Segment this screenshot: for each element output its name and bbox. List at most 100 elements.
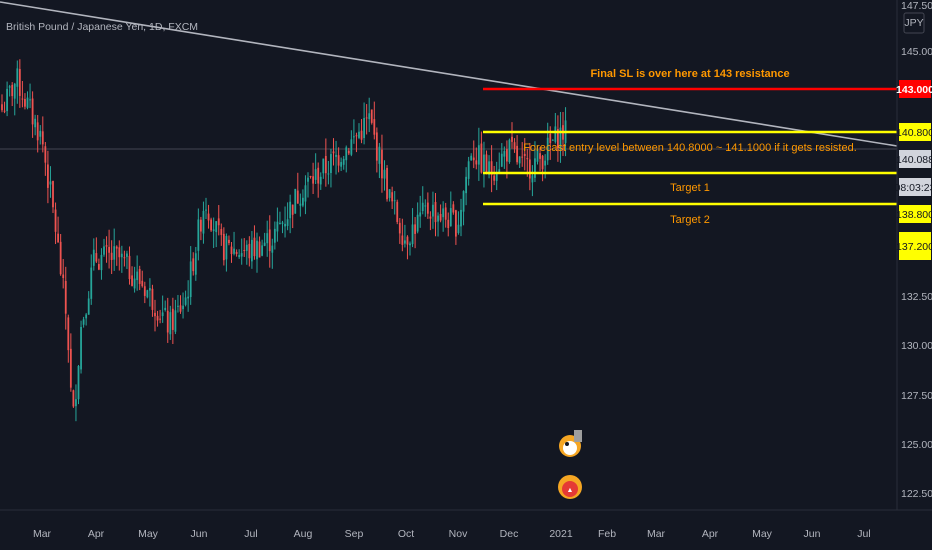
candle-body <box>138 268 141 284</box>
target-2-price-tag <box>899 232 931 260</box>
candle-body <box>80 327 82 370</box>
target-2-annotation: Target 2 <box>670 214 710 226</box>
candle-body <box>528 159 531 179</box>
candle-body <box>317 167 320 184</box>
candle-body <box>506 149 508 162</box>
candle-body <box>480 143 483 173</box>
candle-body <box>462 191 465 212</box>
symbol-title[interactable]: British Pound / Japanese Yen, 1D, FXCM <box>6 21 198 33</box>
candle-body <box>388 189 391 198</box>
time-label-nov: Nov <box>449 528 468 540</box>
candle-body <box>36 122 39 141</box>
candle-body <box>16 68 19 87</box>
candle-body <box>202 210 205 234</box>
candle-body <box>286 219 289 226</box>
candle-body <box>404 240 406 244</box>
forecast-annotation: Forecast entry level between 140.8000 ~ … <box>523 142 857 154</box>
candle-body <box>281 222 284 224</box>
trend-line[interactable] <box>0 1 898 147</box>
candle-body <box>353 136 355 138</box>
candle-body <box>296 190 299 204</box>
candle-body <box>240 253 243 257</box>
time-axis[interactable]: Mar Apr May Jun Jul Aug Sep Oct Nov Dec … <box>0 509 932 540</box>
candle-body <box>437 215 439 222</box>
candle-body <box>559 127 562 150</box>
candle-body <box>133 278 136 289</box>
candle-body <box>261 245 263 256</box>
candle-body <box>41 131 44 145</box>
candle-body <box>115 246 118 249</box>
candle-body <box>207 213 210 221</box>
candle-body <box>75 399 77 407</box>
candle-body <box>460 209 462 227</box>
candle-body <box>6 88 8 112</box>
candle-body <box>406 236 409 245</box>
candle-body <box>539 153 541 159</box>
candle-body <box>398 222 401 234</box>
candle-body <box>263 242 266 246</box>
candle-body <box>54 209 57 232</box>
candle-body <box>184 297 187 305</box>
candle-body <box>197 219 200 251</box>
price-label-130000: 130.000 <box>901 340 932 352</box>
candle-body <box>294 188 297 214</box>
candle-body <box>546 137 549 161</box>
candle-body <box>258 241 261 258</box>
time-label-mar: Mar <box>33 528 52 540</box>
candle-body <box>355 135 358 137</box>
candle-body <box>177 305 179 307</box>
candle-body <box>327 173 330 175</box>
time-label-apr: Apr <box>88 528 105 540</box>
candle-body <box>541 155 544 170</box>
candle-body <box>368 113 371 120</box>
candle-body <box>447 219 450 229</box>
time-label-oct: Oct <box>398 528 414 540</box>
price-axis[interactable]: JPY 147.500 145.000 132.500 130.000 127.… <box>895 0 932 510</box>
candle-body <box>212 229 215 231</box>
candle-body <box>472 157 475 161</box>
candle-body <box>235 251 238 255</box>
candle-body <box>477 145 480 165</box>
currency-box[interactable] <box>903 12 925 34</box>
candle-body <box>284 223 286 227</box>
candle-body <box>439 213 442 221</box>
candle-body <box>426 202 429 214</box>
candle-body <box>169 312 172 335</box>
candle-body <box>401 235 404 245</box>
candle-body <box>434 201 437 223</box>
candle-body <box>200 219 202 232</box>
candle-body <box>166 310 169 333</box>
candle-body <box>490 161 493 175</box>
resistance-price-tag-label: 140.800 <box>896 127 932 139</box>
time-label-mar-2021: Mar <box>647 528 666 540</box>
candle-body <box>373 119 376 135</box>
candle-body <box>243 250 246 252</box>
candle-body <box>156 315 159 321</box>
candle-body <box>100 254 103 271</box>
candle-body <box>358 131 360 138</box>
candle-body <box>337 155 340 166</box>
time-label-2021: 2021 <box>549 528 573 540</box>
time-label-jun: Jun <box>191 528 208 540</box>
candle-body <box>350 139 353 155</box>
candle-body <box>531 175 534 183</box>
candle-body <box>279 222 281 224</box>
candle-body <box>516 145 518 163</box>
candle-body <box>113 246 116 260</box>
candle-body <box>49 181 52 185</box>
candle-body <box>409 243 411 246</box>
current-price-tag <box>899 150 931 168</box>
target-1-price-tag-label: 138.800 <box>896 209 932 221</box>
candle-body <box>378 146 381 164</box>
candle-body <box>67 317 70 351</box>
candle-body <box>123 257 126 259</box>
candle-body <box>465 176 467 194</box>
target-2-price-tag-label: 137.200 <box>896 241 932 253</box>
candle-body <box>1 104 3 111</box>
candle-body <box>29 99 31 101</box>
candle-body <box>467 161 470 179</box>
candle-body <box>273 228 276 243</box>
candle-body <box>302 197 304 206</box>
candle-body <box>271 245 274 253</box>
